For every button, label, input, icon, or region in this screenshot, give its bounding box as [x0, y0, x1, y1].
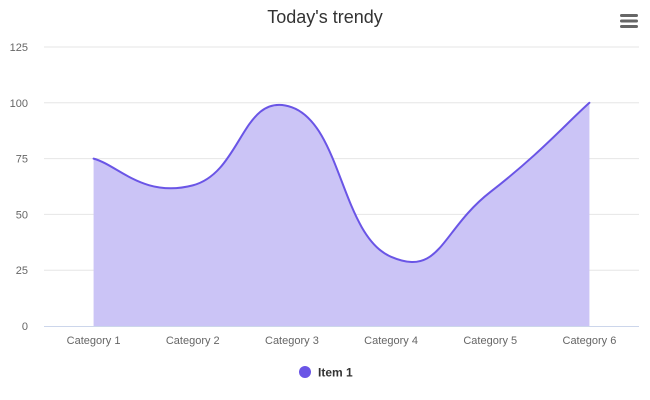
y-tick-label: 125	[10, 42, 28, 54]
legend-label: Item 1	[318, 366, 353, 380]
legend-marker	[299, 366, 311, 378]
x-tick-label: Category 1	[67, 335, 121, 347]
menu-button[interactable]	[614, 8, 644, 34]
series-line	[92, 101, 591, 264]
x-tick-label: Category 4	[364, 335, 418, 347]
x-tick-label: Category 3	[265, 335, 319, 347]
series-layer	[90, 99, 593, 326]
data-point[interactable]	[486, 188, 494, 196]
y-tick-label: 100	[10, 98, 28, 110]
y-axis-tick-labels: 0 25 50 75 100 125	[10, 42, 28, 333]
data-point[interactable]	[387, 253, 395, 261]
chart-title: Today's trendy	[267, 7, 383, 27]
legend-item[interactable]: Item 1	[299, 366, 353, 380]
y-tick-label: 25	[16, 265, 28, 277]
x-axis-tick-labels: Category 1 Category 2 Category 3 Category 4…	[67, 335, 617, 347]
y-tick-label: 75	[16, 154, 28, 166]
data-point[interactable]	[288, 103, 296, 111]
y-tick-label: 50	[16, 209, 28, 221]
data-point[interactable]	[189, 181, 197, 189]
y-tick-label: 0	[22, 321, 28, 333]
x-tick-label: Category 2	[166, 335, 220, 347]
x-tick-label: Category 6	[563, 335, 617, 347]
hamburger-menu-icon	[620, 14, 638, 28]
data-point[interactable]	[585, 99, 593, 107]
x-tick-label: Category 5	[463, 335, 517, 347]
series-area	[93, 102, 590, 326]
data-point[interactable]	[90, 155, 98, 163]
